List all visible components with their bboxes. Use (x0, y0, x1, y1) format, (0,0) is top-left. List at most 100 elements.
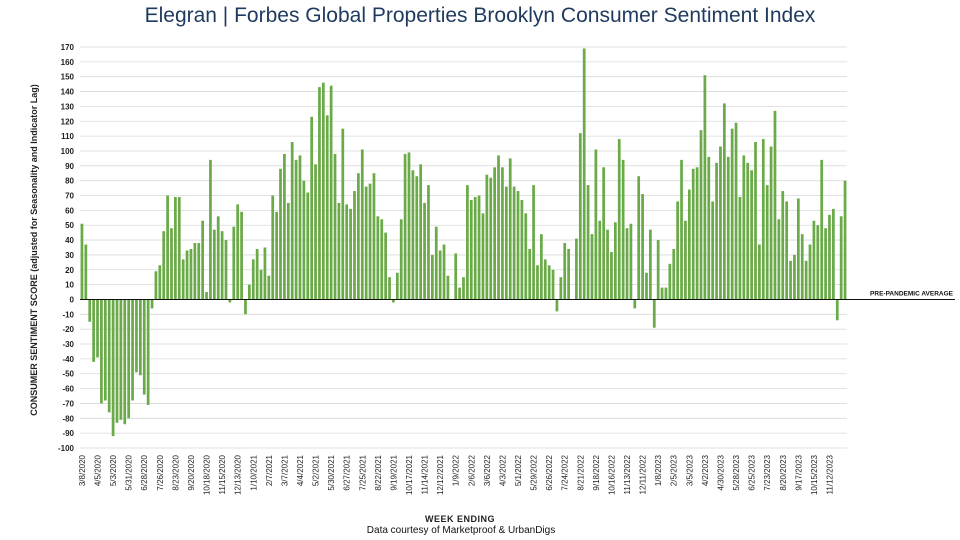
bar (446, 275, 450, 300)
x-tick-label: 2/6/2022 (467, 454, 476, 486)
chart-title: Elegran | Forbes Global Properties Brook… (0, 4, 960, 28)
bar (162, 231, 166, 300)
bar (205, 292, 208, 300)
bar (96, 299, 99, 358)
x-tick-label: 6/28/2020 (140, 454, 149, 490)
bar (734, 122, 738, 300)
bar (434, 226, 438, 300)
x-tick-label: 9/18/2022 (592, 454, 601, 490)
bar (115, 299, 119, 423)
bar (695, 167, 699, 300)
bar (251, 259, 255, 300)
bar (321, 82, 325, 300)
bar (738, 197, 742, 300)
bar (613, 222, 617, 300)
x-tick-label: 12/13/2020 (234, 454, 243, 495)
bar (652, 299, 656, 328)
bar (430, 254, 434, 300)
bar (107, 299, 111, 413)
bar (617, 139, 621, 300)
bar-series (80, 48, 847, 437)
y-tick-label: 100 (61, 147, 75, 156)
bar (275, 211, 278, 300)
bar (551, 269, 555, 300)
x-tick-label: 3/6/2022 (483, 454, 492, 486)
x-tick-label: 5/2/2021 (312, 454, 321, 486)
bar (707, 156, 711, 300)
y-tick-label: 70 (65, 192, 74, 201)
bar (466, 185, 469, 300)
bar (142, 299, 146, 395)
y-tick-label: 20 (65, 266, 74, 275)
bar (325, 115, 329, 300)
x-tick-label: 9/19/2021 (389, 454, 398, 490)
bar (236, 204, 240, 300)
y-tick-label: 130 (61, 102, 75, 111)
bar (497, 155, 500, 300)
x-tick-label: 11/12/2023 (825, 454, 834, 494)
bar (649, 229, 652, 300)
x-tick-label: 3/7/2021 (280, 454, 289, 486)
bar (263, 247, 267, 300)
x-tick-label: 5/31/2020 (125, 454, 134, 490)
x-tick-label: 1/8/2023 (654, 454, 663, 486)
bar (197, 243, 201, 300)
bar (493, 167, 497, 300)
bar (224, 240, 228, 300)
x-tick-label: 3/8/2020 (78, 454, 87, 486)
bar (750, 170, 753, 300)
bar (516, 191, 520, 300)
bar (520, 199, 524, 300)
data-credit: Data courtesy of Marketproof & UrbanDigs (366, 525, 556, 536)
bar (127, 299, 131, 419)
bar (641, 194, 644, 300)
x-tick-label: 11/15/2020 (218, 454, 227, 494)
bar (532, 185, 535, 300)
y-tick-label: 0 (70, 295, 75, 304)
y-tick-label: 10 (65, 281, 74, 290)
x-tick-label: 4/5/2020 (94, 454, 103, 486)
bar (174, 197, 177, 300)
x-tick-label: 7/23/2023 (763, 454, 772, 490)
bar (415, 176, 419, 300)
bar (349, 208, 352, 300)
bar (469, 199, 473, 300)
bar (715, 162, 718, 300)
y-tick-label: -50 (62, 370, 74, 379)
bar (423, 202, 426, 300)
bar (540, 234, 543, 300)
bar (637, 176, 641, 300)
bar (742, 155, 746, 300)
bar (395, 272, 399, 300)
bar (458, 287, 461, 300)
bar (329, 85, 333, 300)
x-tick-label: 10/17/2021 (405, 454, 414, 495)
bar (832, 208, 835, 300)
bar (563, 243, 567, 300)
bar (668, 263, 672, 300)
bar (687, 189, 691, 300)
bar (528, 248, 532, 300)
bar (380, 219, 384, 300)
bar (399, 219, 403, 300)
bar (781, 191, 785, 300)
bar (777, 219, 781, 300)
bar (131, 299, 134, 401)
bar (111, 299, 115, 437)
bar (228, 299, 232, 303)
bar (123, 299, 127, 425)
bar (575, 238, 578, 300)
bar (489, 177, 493, 300)
bar (92, 299, 95, 362)
bar (824, 228, 827, 300)
bar (812, 220, 816, 300)
bar (376, 216, 380, 300)
y-tick-label: -60 (62, 385, 74, 394)
x-tick-label: 4/3/2022 (498, 454, 507, 486)
x-tick-labels: 3/8/2020 4/5/2020 5/3/2020 5/31/2020 6/28/20… (78, 454, 835, 495)
bar (392, 299, 395, 303)
bar (364, 186, 368, 300)
bar (337, 202, 341, 300)
y-tick-label: -80 (62, 414, 74, 423)
bar (462, 277, 465, 300)
